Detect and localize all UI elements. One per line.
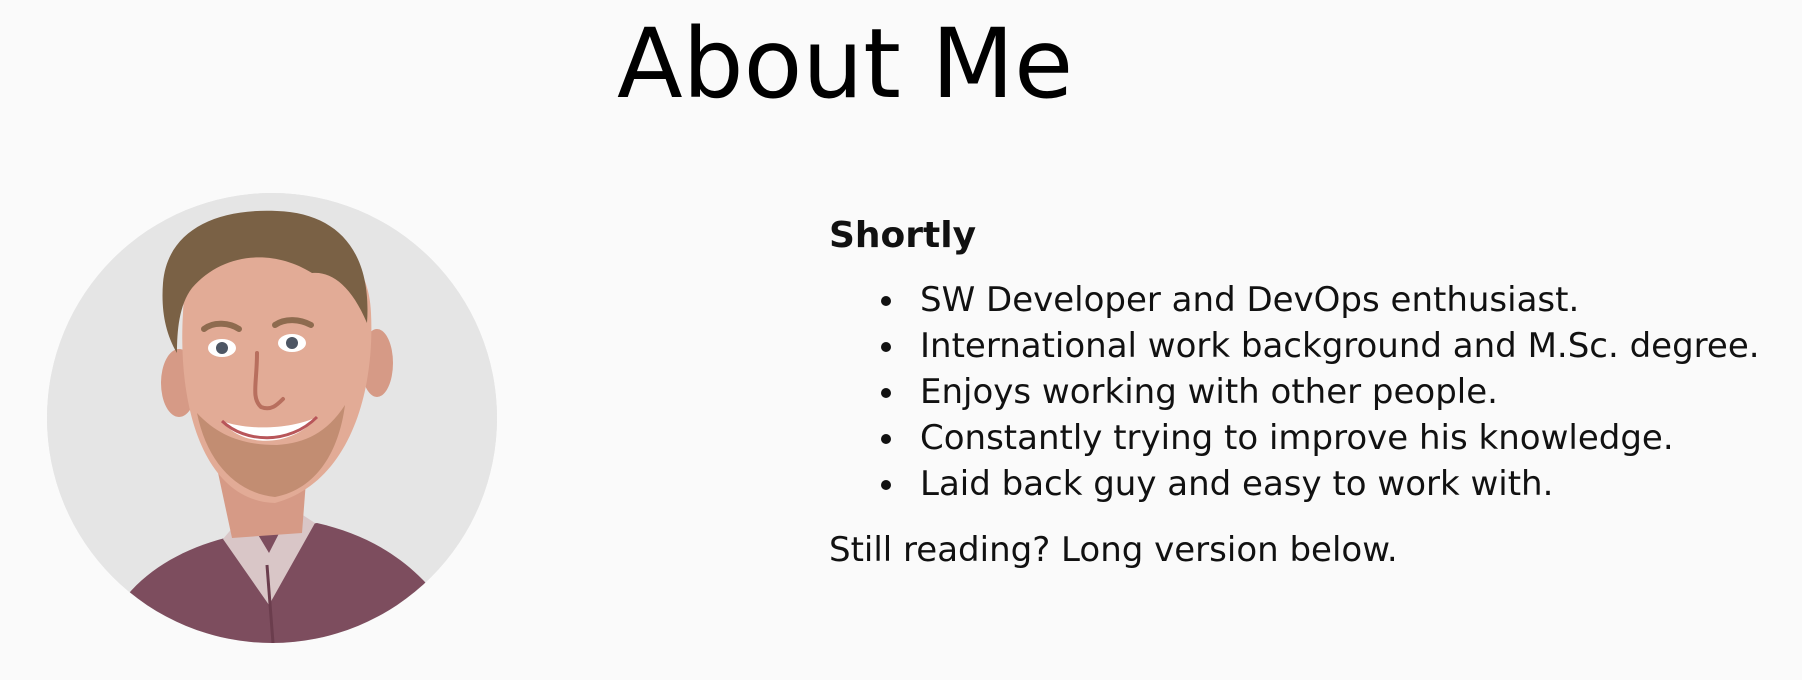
list-item: Enjoys working with other people. <box>908 369 1769 415</box>
profile-photo <box>47 193 497 643</box>
about-content: Shortly SW Developer and DevOps enthusia… <box>829 214 1769 575</box>
section-heading: Shortly <box>829 215 977 256</box>
summary-list: SW Developer and DevOps enthusiast. Inte… <box>829 277 1769 507</box>
page-title: About Me <box>617 8 1074 120</box>
avatar <box>47 193 497 643</box>
list-item: Constantly trying to improve his knowled… <box>908 415 1769 461</box>
list-item: International work background and M.Sc. … <box>908 323 1769 369</box>
read-more-note: Still reading? Long version below. <box>829 530 1398 571</box>
list-item: Laid back guy and easy to work with. <box>908 461 1769 507</box>
list-item: SW Developer and DevOps enthusiast. <box>908 277 1769 323</box>
